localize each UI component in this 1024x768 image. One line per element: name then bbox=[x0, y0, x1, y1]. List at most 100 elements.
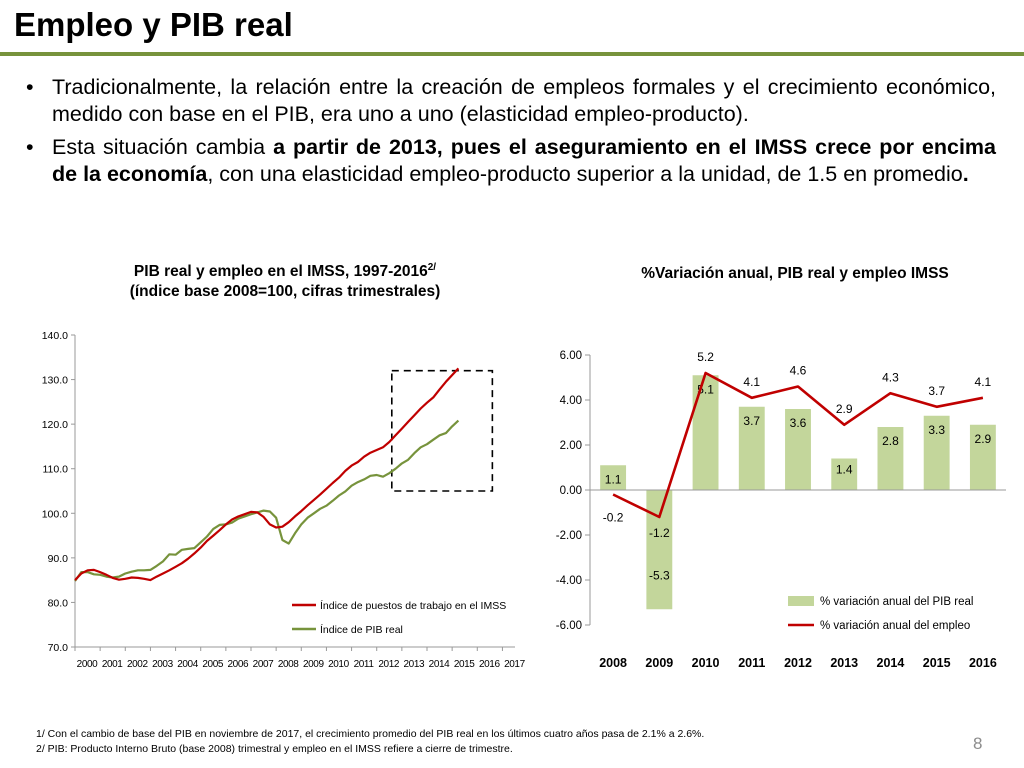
x-category-label: 2015 bbox=[923, 656, 951, 670]
x-category-label: 2011 bbox=[738, 656, 765, 670]
y-tick-label: 130.0 bbox=[42, 375, 68, 387]
left-chart-title-line2: (índice base 2008=100, cifras trimestral… bbox=[129, 283, 441, 301]
x-tick-label: 2008 bbox=[278, 659, 299, 670]
x-tick-label: 2002 bbox=[127, 659, 148, 670]
employment-growth-label: 5.2 bbox=[697, 350, 714, 364]
page-number: 8 bbox=[973, 734, 983, 753]
employment-growth-line bbox=[612, 371, 984, 519]
y-tick-label: 100.0 bbox=[42, 508, 68, 520]
employment-growth-label: 4.3 bbox=[882, 370, 899, 384]
y-tick-label: 140.0 bbox=[42, 330, 68, 342]
slide-title: Empleo y PIB real bbox=[14, 6, 293, 43]
highlight-box bbox=[390, 369, 494, 492]
x-tick-label: 2004 bbox=[177, 659, 198, 670]
employment-growth-label: 3.7 bbox=[928, 384, 945, 398]
right-chart-title: %Variación anual, PIB real y empleo IMSS bbox=[641, 265, 949, 282]
gdp-growth-bar bbox=[923, 415, 950, 490]
x-category-label: 2010 bbox=[692, 656, 720, 670]
gdp-growth-bar bbox=[785, 409, 811, 490]
legend-label: Índice de PIB real bbox=[320, 623, 403, 636]
employment-growth-label: -0.2 bbox=[603, 511, 624, 525]
legend-swatch bbox=[788, 596, 814, 606]
x-category-label: 2012 bbox=[784, 656, 812, 670]
x-tick-label: 2003 bbox=[152, 659, 173, 670]
employment-growth-label: 4.6 bbox=[790, 364, 807, 378]
x-tick-label: 2010 bbox=[328, 659, 349, 670]
x-tick-label: 2011 bbox=[354, 659, 375, 670]
bullet-list: • Tradicionalmente, la relación entre la… bbox=[24, 74, 996, 194]
y-tick-label: 6.00 bbox=[560, 350, 582, 362]
gdp-growth-label: 1.1 bbox=[605, 472, 622, 486]
bar-chart: -6.00 -4.00 -2.00 0.00 2.00 4.00 6.00 1.1 -5.3 5.… bbox=[556, 350, 1006, 670]
y-tick-label: 0.00 bbox=[560, 485, 582, 497]
left-chart-title-sup: 2/ bbox=[427, 262, 437, 273]
bullet-item-2: • Esta situación cambia a partir de 2013… bbox=[24, 134, 996, 188]
y-tick-label: -6.00 bbox=[556, 620, 582, 632]
x-tick-label: 2007 bbox=[253, 659, 274, 670]
employment-growth-label: 4.1 bbox=[975, 375, 992, 389]
x-category-label: 2008 bbox=[599, 656, 627, 670]
legend-label: % variación anual del PIB real bbox=[820, 596, 973, 608]
footnote-2: 2/ PIB: Producto Interno Bruto (base 200… bbox=[36, 743, 513, 755]
employment-growth-label: -1.2 bbox=[649, 526, 670, 540]
bullet-item-1: • Tradicionalmente, la relación entre la… bbox=[24, 74, 996, 128]
bullet-text-2b: a partir de 2013, pues el aseguramiento … bbox=[52, 135, 996, 186]
gdp-growth-bar bbox=[738, 406, 765, 490]
left-chart-title-line1: PIB real y empleo en el IMSS, 1997-2016 bbox=[133, 263, 428, 281]
bullet-text-2d: . bbox=[962, 162, 969, 186]
gdp-growth-label: 3.7 bbox=[743, 414, 760, 428]
gdp-growth-bar bbox=[831, 458, 858, 490]
x-category-label: 2014 bbox=[877, 656, 905, 670]
bullet-text-2a: Esta situación cambia bbox=[52, 135, 274, 159]
x-category-label: 2013 bbox=[830, 656, 858, 670]
gdp-growth-label: 2.9 bbox=[975, 432, 992, 446]
gdp-growth-bar bbox=[969, 424, 996, 490]
gdp-index-line bbox=[74, 419, 460, 582]
gdp-growth-bar bbox=[692, 375, 719, 490]
gdp-growth-label: 3.3 bbox=[928, 423, 945, 437]
x-tick-label: 2016 bbox=[479, 659, 500, 670]
line-chart: 70.0 80.0 90.0 100.0 110.0 120.0 130.0 140.0 200… bbox=[42, 330, 526, 670]
gdp-growth-bar bbox=[600, 465, 627, 490]
y-tick-label: 110.0 bbox=[43, 464, 69, 476]
bullet-text-2c: , con una elasticidad empleo-producto su… bbox=[207, 162, 963, 186]
employment-index-line bbox=[74, 367, 460, 582]
y-tick-label: -4.00 bbox=[556, 575, 582, 587]
employment-growth-label: 4.1 bbox=[743, 375, 760, 389]
left-chart-title: PIB real y empleo en el IMSS, 1997-20162… bbox=[70, 258, 500, 302]
bullet-dot-icon: • bbox=[26, 75, 34, 99]
gdp-growth-bar bbox=[877, 427, 904, 490]
x-tick-label: 2006 bbox=[228, 659, 249, 670]
bullet-dot-icon: • bbox=[26, 135, 34, 159]
gdp-growth-label: -5.3 bbox=[649, 568, 670, 582]
x-tick-label: 2015 bbox=[454, 659, 475, 670]
gdp-growth-label: 1.4 bbox=[836, 463, 853, 477]
gdp-growth-label: 3.6 bbox=[790, 416, 807, 430]
employment-growth-label: 2.9 bbox=[836, 402, 853, 416]
x-tick-label: 2001 bbox=[102, 659, 123, 670]
gdp-growth-label: 2.8 bbox=[882, 434, 899, 448]
footnote-1: 1/ Con el cambio de base del PIB en novi… bbox=[36, 728, 705, 740]
legend-label: Índice de puestos de trabajo en el IMSS bbox=[320, 599, 506, 612]
x-tick-label: 2012 bbox=[378, 659, 399, 670]
y-tick-label: -2.00 bbox=[556, 530, 582, 542]
footnotes: 1/ Con el cambio de base del PIB en novi… bbox=[36, 727, 704, 757]
bullet-text-1: Tradicionalmente, la relación entre la c… bbox=[52, 75, 996, 126]
x-tick-label: 2013 bbox=[404, 659, 425, 670]
gdp-growth-bar bbox=[646, 490, 673, 610]
legend-label: % variación anual del empleo bbox=[820, 620, 970, 632]
title-divider bbox=[0, 52, 1024, 56]
x-tick-label: 2000 bbox=[77, 659, 98, 670]
x-tick-label: 2014 bbox=[429, 659, 450, 670]
y-tick-label: 120.0 bbox=[42, 419, 68, 431]
y-tick-label: 70.0 bbox=[48, 642, 69, 654]
x-tick-label: 2005 bbox=[202, 659, 223, 670]
x-category-label: 2009 bbox=[645, 656, 673, 670]
y-tick-label: 90.0 bbox=[48, 553, 69, 565]
y-tick-label: 4.00 bbox=[560, 395, 582, 407]
x-tick-label: 2017 bbox=[504, 659, 525, 670]
y-tick-label: 80.0 bbox=[48, 597, 69, 609]
x-category-label: 2016 bbox=[969, 656, 997, 670]
x-tick-label: 2009 bbox=[303, 659, 324, 670]
y-tick-label: 2.00 bbox=[560, 440, 582, 452]
